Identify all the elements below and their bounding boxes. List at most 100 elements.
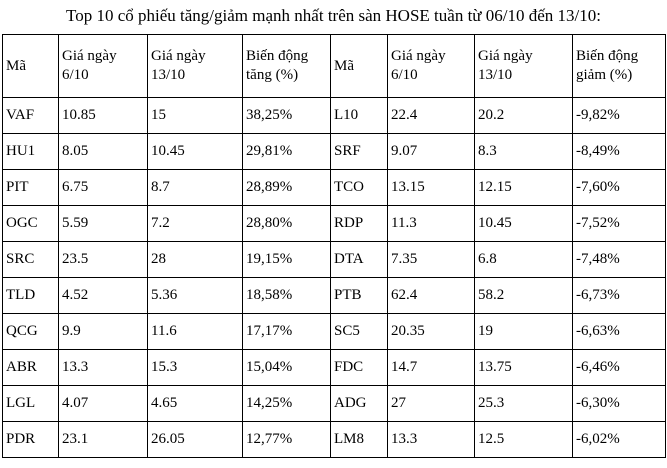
cell-loser-price-6-10: 20.35: [387, 313, 475, 350]
cell-loser-code: DTA: [330, 241, 388, 278]
column-header-price-6-10-gainers: Giá ngày 6/10: [58, 34, 148, 98]
cell-gainer-price-6-10: 10.85: [58, 97, 148, 134]
cell-gainer-code: TLD: [2, 277, 59, 314]
cell-gainer-price-6-10: 6.75: [58, 169, 148, 206]
cell-loser-code: PTB: [330, 277, 388, 314]
cell-gainer-price-6-10: 4.52: [58, 277, 148, 314]
cell-loser-price-6-10: 14.7: [387, 349, 475, 386]
cell-gainer-change-pct: 14,25%: [242, 385, 331, 422]
cell-loser-change-pct: -6,63%: [572, 313, 666, 350]
table-row: TLD 4.52 5.36 18,58% PTB 62.4 58.2 -6,73…: [2, 277, 666, 314]
cell-loser-change-pct: -6,30%: [572, 385, 666, 422]
cell-gainer-code: LGL: [2, 385, 59, 422]
cell-loser-change-pct: -7,48%: [572, 241, 666, 278]
cell-loser-price-13-10: 12.5: [474, 421, 573, 458]
table-row: SRC 23.5 28 19,15% DTA 7.35 6.8 -7,48%: [2, 241, 666, 278]
cell-loser-price-13-10: 25.3: [474, 385, 573, 422]
table-row: LGL 4.07 4.65 14,25% ADG 27 25.3 -6,30%: [2, 385, 666, 422]
column-header-price-13-10-losers: Giá ngày 13/10: [474, 34, 573, 98]
cell-gainer-price-13-10: 26.05: [147, 421, 243, 458]
cell-gainer-price-6-10: 5.59: [58, 205, 148, 242]
cell-gainer-price-13-10: 8.7: [147, 169, 243, 206]
cell-loser-change-pct: -7,52%: [572, 205, 666, 242]
table-row: PIT 6.75 8.7 28,89% TCO 13.15 12.15 -7,6…: [2, 169, 666, 206]
cell-gainer-price-6-10: 23.5: [58, 241, 148, 278]
cell-gainer-price-13-10: 10.45: [147, 133, 243, 170]
column-header-code-losers: Mã: [330, 34, 388, 98]
cell-gainer-price-13-10: 15: [147, 97, 243, 134]
cell-gainer-change-pct: 19,15%: [242, 241, 331, 278]
cell-loser-change-pct: -6,02%: [572, 421, 666, 458]
cell-gainer-change-pct: 38,25%: [242, 97, 331, 134]
cell-gainer-price-13-10: 7.2: [147, 205, 243, 242]
table-row: QCG 9.9 11.6 17,17% SC5 20.35 19 -6,63%: [2, 313, 666, 350]
cell-gainer-change-pct: 12,77%: [242, 421, 331, 458]
cell-loser-code: FDC: [330, 349, 388, 386]
cell-gainer-code: HU1: [2, 133, 59, 170]
cell-gainer-price-6-10: 13.3: [58, 349, 148, 386]
cell-loser-change-pct: -6,46%: [572, 349, 666, 386]
cell-loser-change-pct: -6,73%: [572, 277, 666, 314]
cell-gainer-price-13-10: 15.3: [147, 349, 243, 386]
cell-loser-change-pct: -8,49%: [572, 133, 666, 170]
cell-gainer-change-pct: 17,17%: [242, 313, 331, 350]
cell-loser-change-pct: -9,82%: [572, 97, 666, 134]
cell-gainer-price-13-10: 5.36: [147, 277, 243, 314]
cell-loser-price-13-10: 19: [474, 313, 573, 350]
table-title: Top 10 cổ phiếu tăng/giảm mạnh nhất trên…: [66, 6, 601, 25]
cell-loser-code: LM8: [330, 421, 388, 458]
cell-loser-price-6-10: 62.4: [387, 277, 475, 314]
cell-loser-price-6-10: 7.35: [387, 241, 475, 278]
cell-loser-price-13-10: 12.15: [474, 169, 573, 206]
cell-gainer-change-pct: 29,81%: [242, 133, 331, 170]
cell-loser-price-6-10: 9.07: [387, 133, 475, 170]
cell-gainer-code: QCG: [2, 313, 59, 350]
cell-loser-price-13-10: 6.8: [474, 241, 573, 278]
cell-gainer-code: PIT: [2, 169, 59, 206]
cell-gainer-code: OGC: [2, 205, 59, 242]
cell-loser-price-13-10: 8.3: [474, 133, 573, 170]
cell-gainer-change-pct: 15,04%: [242, 349, 331, 386]
cell-gainer-price-6-10: 4.07: [58, 385, 148, 422]
cell-loser-code: TCO: [330, 169, 388, 206]
column-header-change-up: Biến động tăng (%): [242, 34, 331, 98]
cell-gainer-price-13-10: 4.65: [147, 385, 243, 422]
cell-gainer-price-13-10: 11.6: [147, 313, 243, 350]
cell-loser-change-pct: -7,60%: [572, 169, 666, 206]
cell-gainer-price-6-10: 8.05: [58, 133, 148, 170]
cell-gainer-change-pct: 28,80%: [242, 205, 331, 242]
table-row: OGC 5.59 7.2 28,80% RDP 11.3 10.45 -7,52…: [2, 205, 666, 242]
cell-loser-code: L10: [330, 97, 388, 134]
column-header-change-down: Biến động giảm (%): [572, 34, 666, 98]
cell-loser-price-13-10: 20.2: [474, 97, 573, 134]
cell-gainer-change-pct: 18,58%: [242, 277, 331, 314]
cell-gainer-code: ABR: [2, 349, 59, 386]
cell-loser-code: RDP: [330, 205, 388, 242]
cell-loser-price-6-10: 27: [387, 385, 475, 422]
cell-gainer-code: VAF: [2, 97, 59, 134]
cell-loser-code: ADG: [330, 385, 388, 422]
cell-loser-price-13-10: 10.45: [474, 205, 573, 242]
cell-gainer-code: PDR: [2, 421, 59, 458]
table-row: PDR 23.1 26.05 12,77% LM8 13.3 12.5 -6,0…: [2, 421, 666, 458]
cell-loser-code: SC5: [330, 313, 388, 350]
column-header-price-13-10-gainers: Giá ngày 13/10: [147, 34, 243, 98]
cell-loser-price-6-10: 22.4: [387, 97, 475, 134]
cell-loser-price-13-10: 58.2: [474, 277, 573, 314]
header-row: Mã Giá ngày 6/10 Giá ngày 13/10 Biến độn…: [2, 34, 666, 98]
cell-gainer-price-13-10: 28: [147, 241, 243, 278]
cell-loser-price-6-10: 13.15: [387, 169, 475, 206]
cell-gainer-code: SRC: [2, 241, 59, 278]
cell-loser-price-6-10: 11.3: [387, 205, 475, 242]
cell-loser-price-6-10: 13.3: [387, 421, 475, 458]
column-header-price-6-10-losers: Giá ngày 6/10: [387, 34, 475, 98]
cell-loser-price-13-10: 13.75: [474, 349, 573, 386]
cell-gainer-price-6-10: 23.1: [58, 421, 148, 458]
table-row: VAF 10.85 15 38,25% L10 22.4 20.2 -9,82%: [2, 97, 666, 134]
stock-table: Mã Giá ngày 6/10 Giá ngày 13/10 Biến độn…: [2, 34, 666, 458]
column-header-code-gainers: Mã: [2, 34, 59, 98]
cell-gainer-price-6-10: 9.9: [58, 313, 148, 350]
table-row: ABR 13.3 15.3 15,04% FDC 14.7 13.75 -6,4…: [2, 349, 666, 386]
table-body: VAF 10.85 15 38,25% L10 22.4 20.2 -9,82%…: [2, 97, 666, 458]
